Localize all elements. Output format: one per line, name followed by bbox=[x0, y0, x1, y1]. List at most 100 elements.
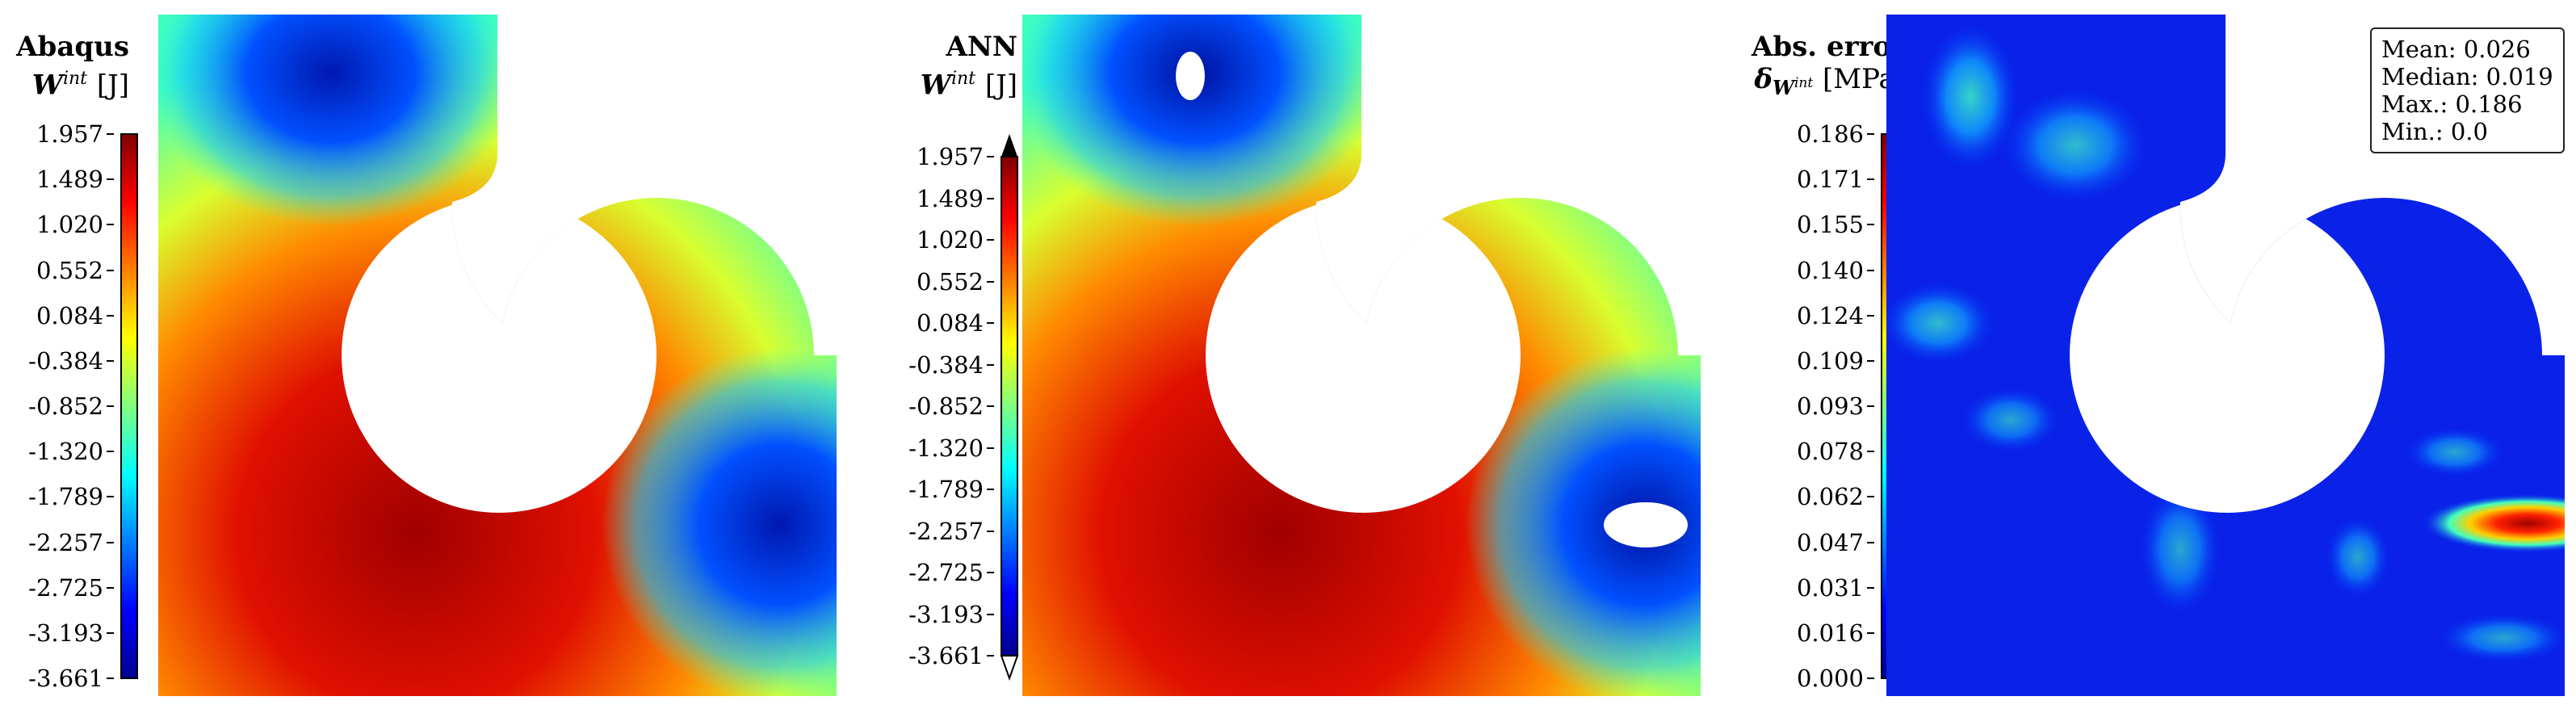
colorbar bbox=[1000, 134, 1019, 681]
colorbar-tick-label: 1.489 bbox=[36, 166, 103, 194]
colorbar-tick-mark bbox=[987, 489, 994, 490]
error-blob bbox=[1962, 388, 2059, 452]
colorbar-tick-mark bbox=[107, 586, 114, 589]
colorbar-tick-mark bbox=[1867, 314, 1874, 317]
minimum-region-right bbox=[602, 347, 837, 696]
heatmap-plot bbox=[158, 15, 837, 696]
colorbar-tick-label: 1.957 bbox=[36, 120, 103, 148]
minimum-region-top bbox=[158, 15, 517, 226]
colorbar-tick-mark bbox=[107, 178, 114, 181]
colorbar-tick-mark bbox=[107, 133, 114, 135]
colorbar-tick-mark bbox=[1867, 451, 1874, 453]
colorbar-gradient bbox=[120, 133, 138, 679]
colorbar-tick-mark bbox=[987, 613, 994, 615]
colorbar-tick-mark bbox=[1867, 631, 1874, 634]
colorbar-tick-label: 0.171 bbox=[1796, 166, 1864, 194]
colorbar-tick-mark bbox=[987, 322, 994, 324]
colorbar-tick-label: 0.124 bbox=[1796, 301, 1864, 329]
stat-mean: Mean: 0.026 bbox=[2381, 36, 2531, 63]
colorbar-tick-mark bbox=[987, 197, 994, 199]
colorbar-tick-mark bbox=[1867, 133, 1874, 135]
colorbar-tick-label: -0.384 bbox=[28, 346, 103, 375]
colorbar-tick-mark bbox=[1867, 224, 1874, 226]
colorbar-tick-label: 0.000 bbox=[1796, 665, 1864, 692]
title-text: ANN bbox=[946, 31, 1017, 63]
colorbar-tick-label: 0.047 bbox=[1796, 528, 1864, 556]
quantity-symbol: W bbox=[31, 69, 63, 102]
colorbar-tick-mark bbox=[107, 631, 114, 634]
colorbar-tick-label: 1.020 bbox=[916, 226, 984, 254]
colorbar-extend-min-arrow bbox=[1000, 655, 1019, 681]
colorbar-tick-label: -2.257 bbox=[28, 528, 103, 556]
hole bbox=[342, 198, 657, 513]
error-hotspot bbox=[2423, 494, 2565, 552]
statistics-box: Mean: 0.026 Median: 0.019 Max.: 0.186 Mi… bbox=[2370, 27, 2565, 153]
colorbar-tick-label: 0.062 bbox=[1796, 483, 1864, 511]
colorbar bbox=[120, 133, 138, 679]
quantity-symbol: W bbox=[920, 69, 951, 102]
panel-abaqus: Abaqus Wint [J] 1.957 1.489 1.020 0.552 0.08… bbox=[0, 0, 848, 709]
colorbar-tick-mark bbox=[107, 451, 114, 453]
colorbar-tick-mark bbox=[1867, 178, 1874, 181]
colorbar-tick-mark bbox=[107, 359, 114, 362]
colorbar-tick-label: -1.320 bbox=[28, 438, 103, 466]
colorbar-tick-label: -2.725 bbox=[908, 559, 984, 586]
colorbar-tick-mark bbox=[1867, 678, 1874, 679]
error-blob bbox=[2326, 517, 2390, 598]
out-of-range-region-top bbox=[1176, 52, 1205, 100]
colorbar-tick-label: 1.957 bbox=[916, 143, 984, 170]
hole bbox=[1206, 198, 1521, 513]
quantity-subscript: Wint bbox=[1773, 74, 1814, 99]
colorbar-tick-label: -3.661 bbox=[28, 665, 103, 692]
colorbar-tick-label: -0.852 bbox=[908, 392, 984, 420]
colorbar-tick-label: -3.661 bbox=[908, 642, 984, 669]
colorbar-tick-mark bbox=[987, 655, 994, 657]
unit-label: [J] bbox=[96, 69, 129, 102]
panel-abs-error: Abs. error δWint [MPa] 0.186 0.171 0.155 0.… bbox=[1728, 0, 2576, 709]
colorbar-tick-label: 0.093 bbox=[1796, 392, 1864, 420]
title-text: Abs. error bbox=[1751, 31, 1906, 63]
quantity-superscript: int bbox=[950, 69, 975, 89]
colorbar-tick-label: -2.725 bbox=[28, 573, 103, 602]
colorbar-tick-label: 0.109 bbox=[1796, 346, 1864, 375]
colorbar-tick-label: 0.078 bbox=[1796, 438, 1864, 466]
colorbar-tick-label: 0.016 bbox=[1796, 619, 1864, 647]
quantity-superscript: int bbox=[62, 69, 87, 89]
stat-min: Min.: 0.0 bbox=[2381, 118, 2488, 145]
colorbar-tick-label: 0.084 bbox=[36, 301, 103, 329]
colorbar-tick-label: -1.789 bbox=[908, 476, 984, 503]
colorbar-tick-mark bbox=[107, 496, 114, 498]
colorbar-tick-label: 0.140 bbox=[1796, 256, 1864, 284]
colorbar-tick-mark bbox=[987, 447, 994, 449]
colorbar-tick-mark bbox=[987, 363, 994, 366]
panel-ann: ANN Wint [J] 1.957 1.489 1.020 0.552 0.084 -0… bbox=[864, 0, 1712, 709]
colorbar-tick-label: 1.489 bbox=[916, 184, 984, 212]
colorbar-tick-label: -0.852 bbox=[28, 392, 103, 420]
heatmap-plot bbox=[1022, 15, 1701, 696]
colorbar-tick-mark bbox=[987, 280, 994, 283]
colorbar-tick-mark bbox=[1867, 541, 1874, 543]
colorbar-tick-mark bbox=[1867, 586, 1874, 589]
error-blob bbox=[2140, 485, 2221, 614]
panel-title: ANN Wint [J] bbox=[921, 31, 1017, 101]
colorbar-tick-label: -1.789 bbox=[28, 483, 103, 511]
colorbar-tick-label: 0.552 bbox=[36, 256, 103, 284]
colorbar-tick-mark bbox=[107, 541, 114, 543]
colorbar-tick-mark bbox=[987, 239, 994, 241]
colorbar-tick-mark bbox=[107, 224, 114, 226]
colorbar-tick-mark bbox=[987, 156, 994, 157]
colorbar-tick-mark bbox=[1867, 359, 1874, 362]
out-of-range-region-right bbox=[1604, 502, 1688, 547]
panel-title: Abaqus Wint [J] bbox=[16, 31, 129, 101]
colorbar-tick-label: 1.020 bbox=[36, 211, 103, 239]
colorbar-tick-label: 0.031 bbox=[1796, 573, 1864, 602]
colorbar-tick-mark bbox=[1867, 496, 1874, 498]
hole bbox=[2070, 198, 2385, 513]
colorbar-tick-mark bbox=[107, 269, 114, 271]
colorbar-tick-mark bbox=[987, 405, 994, 407]
error-blob bbox=[2406, 428, 2503, 476]
stat-median: Median: 0.019 bbox=[2381, 63, 2553, 90]
colorbar-tick-label: 0.084 bbox=[916, 309, 984, 337]
colorbar-tick-mark bbox=[107, 678, 114, 679]
colorbar-tick-label: -3.193 bbox=[28, 619, 103, 647]
